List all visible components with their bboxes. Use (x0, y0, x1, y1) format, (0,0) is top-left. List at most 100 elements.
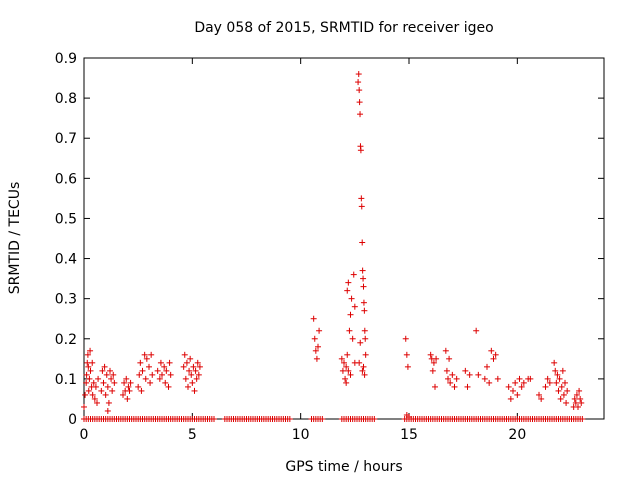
data-point (427, 351, 434, 358)
data-point (446, 355, 453, 362)
data-point (141, 351, 148, 358)
data-point (104, 407, 111, 414)
data-point (157, 359, 164, 366)
data-point (345, 279, 352, 286)
data-point (342, 375, 349, 382)
data-point (556, 375, 563, 382)
data-point (564, 387, 571, 394)
data-point (552, 367, 559, 374)
data-point (361, 307, 368, 314)
data-point (194, 359, 201, 366)
data-point (361, 371, 368, 378)
data-point (146, 363, 152, 370)
data-point (357, 147, 364, 154)
data-point (443, 367, 450, 374)
chart-title: Day 058 of 2015, SRMTID for receiver ige… (194, 20, 493, 36)
data-point (99, 367, 106, 374)
data-point (361, 327, 368, 334)
data-point (100, 379, 107, 386)
data-point (343, 363, 350, 370)
data-point (429, 367, 436, 374)
data-point (360, 299, 367, 306)
data-point (161, 363, 168, 370)
data-point (147, 379, 154, 386)
data-point (573, 391, 580, 398)
data-point (94, 399, 100, 406)
data-point (510, 387, 516, 394)
x-tick-label: 5 (188, 427, 197, 443)
data-point (356, 359, 363, 366)
data-point (359, 367, 366, 374)
data-point (182, 375, 189, 382)
data-point (520, 379, 527, 386)
data-point (191, 387, 198, 394)
y-tick-label: 0 (68, 412, 77, 428)
data-point (286, 416, 293, 422)
data-point (360, 283, 367, 290)
data-point (103, 371, 110, 378)
data-point (316, 327, 323, 334)
data-point (139, 367, 146, 374)
data-point (553, 379, 560, 386)
data-point (475, 371, 482, 378)
data-point (98, 387, 105, 394)
data-point (90, 379, 97, 386)
data-series-srmtid (81, 71, 586, 422)
data-point (449, 371, 456, 378)
data-point (542, 383, 549, 390)
data-point (82, 391, 89, 398)
data-point (110, 371, 117, 378)
data-point (186, 367, 193, 374)
data-point (578, 399, 585, 406)
data-point (195, 371, 202, 378)
data-point (181, 351, 188, 358)
data-point (466, 371, 473, 378)
data-point (312, 347, 319, 354)
data-point (355, 79, 362, 86)
data-point (359, 239, 366, 246)
data-point (339, 367, 346, 374)
data-point (121, 379, 128, 386)
data-point (315, 343, 321, 350)
y-tick-label: 0.4 (55, 252, 77, 268)
data-point (135, 383, 142, 390)
data-point (432, 383, 438, 390)
data-point (87, 347, 94, 354)
data-point (572, 399, 579, 406)
data-point (165, 383, 172, 390)
data-point (346, 327, 353, 334)
data-point (514, 391, 521, 398)
data-point (344, 351, 351, 358)
data-point (143, 355, 150, 362)
data-point (105, 399, 112, 406)
data-point (188, 371, 195, 378)
data-point (344, 287, 351, 294)
data-point (406, 413, 412, 420)
y-tick-label: 0.6 (55, 171, 77, 187)
data-point (125, 383, 132, 390)
data-point (481, 375, 488, 382)
data-point (180, 363, 187, 370)
data-point (562, 379, 568, 386)
data-point (451, 383, 458, 390)
data-point (91, 395, 98, 402)
data-point (490, 355, 497, 362)
data-point (512, 379, 519, 386)
data-point (402, 335, 409, 342)
data-point (576, 387, 583, 394)
data-point (163, 367, 170, 374)
data-point (484, 363, 490, 370)
data-point (349, 335, 356, 342)
data-point (557, 395, 564, 402)
data-point (101, 363, 108, 370)
data-point (136, 371, 143, 378)
data-point (403, 351, 410, 358)
data-point (575, 403, 581, 410)
data-point (187, 355, 194, 362)
data-point (544, 375, 551, 382)
data-point (486, 379, 493, 386)
data-point (473, 327, 480, 334)
data-point (518, 383, 525, 390)
data-point (85, 387, 92, 394)
data-point (554, 371, 561, 378)
